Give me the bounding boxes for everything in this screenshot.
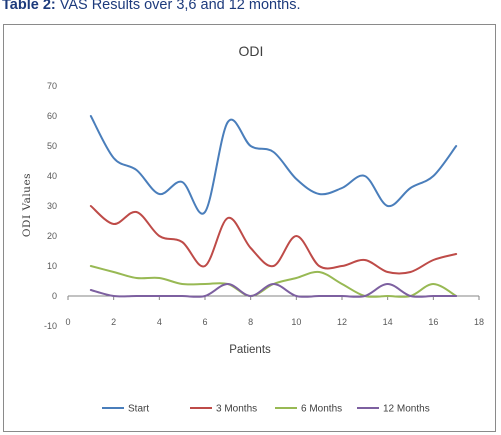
x-tick-label: 4 (157, 317, 162, 327)
caption-text: VAS Results over 3,6 and 12 months. (55, 0, 301, 13)
x-axis-label: Patients (229, 344, 271, 356)
y-axis-tick-labels: -10 0 10 20 30 40 50 60 70 (44, 81, 57, 331)
x-tick-label: 12 (337, 317, 347, 327)
x-tick-label: 0 (65, 317, 70, 327)
chart-legend: Start 3 Months 6 Months 12 Months (102, 404, 430, 415)
series-line-3-months (89, 205, 458, 275)
table-caption: Table 2: VAS Results over 3,6 and 12 mon… (2, 0, 300, 13)
y-tick-label: 20 (47, 231, 57, 241)
chart-frame (3, 24, 496, 432)
y-tick-label: 40 (47, 171, 57, 181)
legend-label-start: Start (128, 404, 149, 415)
y-tick-label: 0 (52, 291, 57, 301)
x-tick-label: 10 (291, 317, 301, 327)
x-tick-label: 2 (111, 317, 116, 327)
x-axis-tick-labels: 0 2 4 6 8 10 12 14 16 18 (65, 317, 484, 327)
x-tick-label: 8 (248, 317, 253, 327)
y-axis-label: ODI Values (21, 173, 33, 237)
series-line-start (89, 115, 458, 215)
y-tick-label: 70 (47, 81, 57, 91)
legend-label-3-months: 3 Months (216, 404, 257, 415)
caption-label: Table 2: (2, 0, 56, 13)
x-tick-label: 16 (428, 317, 438, 327)
x-tick-label: 6 (202, 317, 207, 327)
y-tick-label: 10 (47, 261, 57, 271)
y-tick-label: -10 (44, 321, 57, 331)
series-line-12-months (89, 283, 458, 298)
series-lines (89, 115, 458, 298)
series-line-6-months (89, 265, 458, 298)
x-tick-label: 18 (474, 317, 484, 327)
y-tick-label: 60 (47, 111, 57, 121)
y-tick-label: 50 (47, 141, 57, 151)
legend-label-12-months: 12 Months (383, 404, 430, 415)
y-tick-label: 30 (47, 201, 57, 211)
legend-label-6-months: 6 Months (301, 404, 342, 415)
chart-title: ODI (239, 43, 264, 59)
x-tick-label: 14 (383, 317, 393, 327)
